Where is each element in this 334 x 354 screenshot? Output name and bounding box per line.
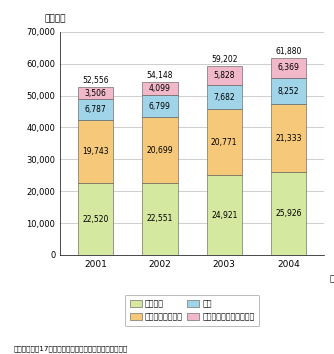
Bar bbox=[206, 85, 242, 109]
Bar bbox=[78, 87, 113, 99]
Text: 6,369: 6,369 bbox=[278, 63, 300, 72]
Bar bbox=[271, 104, 306, 172]
Bar bbox=[142, 117, 178, 183]
Text: 21,333: 21,333 bbox=[275, 134, 302, 143]
Bar bbox=[206, 109, 242, 176]
Text: 25,926: 25,926 bbox=[275, 209, 302, 218]
Bar bbox=[78, 120, 113, 183]
Text: 19,743: 19,743 bbox=[82, 147, 109, 156]
Bar bbox=[271, 172, 306, 255]
Text: 6,787: 6,787 bbox=[85, 105, 107, 114]
Text: 6,799: 6,799 bbox=[149, 102, 171, 111]
Text: 54,148: 54,148 bbox=[147, 71, 173, 80]
Text: 59,202: 59,202 bbox=[211, 55, 237, 64]
Bar bbox=[142, 183, 178, 255]
Text: 7,682: 7,682 bbox=[213, 92, 235, 102]
Text: 8,252: 8,252 bbox=[278, 87, 299, 96]
Text: 20,699: 20,699 bbox=[147, 145, 173, 155]
Text: 61,880: 61,880 bbox=[276, 46, 302, 56]
Text: 20,771: 20,771 bbox=[211, 138, 237, 147]
Text: （年度）: （年度） bbox=[330, 274, 334, 283]
Text: 5,828: 5,828 bbox=[213, 71, 235, 80]
Bar bbox=[78, 183, 113, 255]
Text: （億円）: （億円） bbox=[44, 14, 65, 23]
Text: 総務省「平成17年科学技術研究調査報告書」により作成: 総務省「平成17年科学技術研究調査報告書」により作成 bbox=[13, 346, 128, 352]
Text: 3,506: 3,506 bbox=[85, 88, 107, 97]
Bar bbox=[142, 96, 178, 117]
Bar bbox=[206, 66, 242, 85]
Bar bbox=[206, 176, 242, 255]
Text: 52,556: 52,556 bbox=[82, 76, 109, 85]
Bar bbox=[271, 58, 306, 78]
Bar bbox=[78, 99, 113, 120]
Bar bbox=[142, 82, 178, 96]
Text: 22,520: 22,520 bbox=[82, 215, 109, 223]
Text: 22,551: 22,551 bbox=[147, 215, 173, 223]
Text: 4,099: 4,099 bbox=[149, 84, 171, 93]
Text: 24,921: 24,921 bbox=[211, 211, 237, 220]
Legend: 情報通信, ライフサイエンス, 環境, ナノテクノロジー・材料: 情報通信, ライフサイエンス, 環境, ナノテクノロジー・材料 bbox=[125, 295, 259, 326]
Bar bbox=[271, 78, 306, 104]
